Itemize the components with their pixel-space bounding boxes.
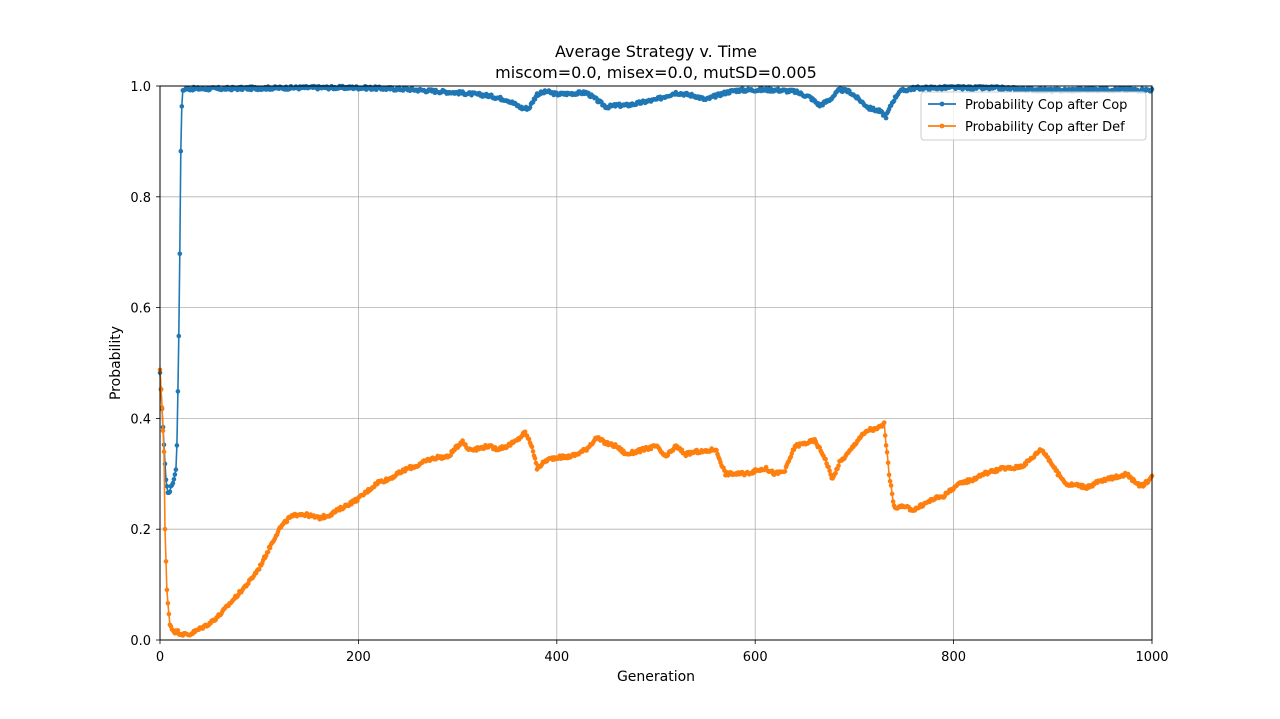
data-point	[890, 499, 896, 504]
data-point	[527, 105, 533, 110]
data-point	[256, 567, 262, 572]
plot-frame	[159, 85, 1153, 641]
legend: Probability Cop after Cop Probability Co…	[920, 91, 1147, 141]
x-axis-label: Generation	[617, 669, 695, 685]
data-point	[891, 98, 897, 104]
data-point	[173, 467, 179, 472]
data-point	[165, 600, 171, 606]
data-point	[171, 477, 177, 482]
data-point	[162, 526, 168, 532]
y-tick-label: 0.6	[130, 302, 151, 317]
legend-marker-cop-after-cop	[939, 101, 945, 107]
legend-label-cop-after-def: Probability Cop after Def	[965, 120, 1125, 135]
data-point	[823, 456, 828, 462]
legend-box	[920, 91, 1147, 141]
data-point	[888, 483, 894, 488]
data-point	[836, 463, 841, 469]
data-point	[265, 549, 271, 555]
x-tick-label: 400	[544, 650, 569, 665]
data-point	[833, 470, 838, 476]
data-point	[827, 468, 832, 474]
data-point	[167, 489, 173, 495]
data-point	[176, 333, 182, 339]
data-point	[177, 251, 183, 257]
data-point	[530, 449, 536, 454]
data-point	[526, 436, 532, 442]
legend-entry-cop-after-cop: Probability Cop after Cop	[928, 98, 1127, 113]
x-tick-label: 600	[743, 650, 768, 665]
legend-marker-cop-after-def	[939, 123, 945, 129]
data-point	[170, 480, 176, 486]
y-axis-label: Probability	[108, 326, 124, 400]
x-tick-label: 0	[156, 650, 164, 665]
chart-title: Average Strategy v. Time	[555, 42, 757, 61]
legend-entry-cop-after-def: Probability Cop after Def	[928, 120, 1125, 135]
data-point	[175, 389, 181, 394]
x-tick-label: 800	[941, 650, 966, 665]
data-point	[882, 433, 888, 438]
data-point	[164, 587, 170, 593]
data-point	[178, 148, 184, 154]
data-point	[160, 428, 166, 434]
data-point	[714, 447, 719, 453]
data-point	[529, 444, 535, 450]
data-point	[886, 472, 892, 478]
data-point	[158, 387, 164, 393]
series-cop-after-def	[157, 367, 1155, 638]
data-point	[887, 479, 893, 484]
data-point	[163, 559, 169, 564]
data-point	[164, 484, 170, 489]
data-point	[826, 464, 831, 470]
legend-label-cop-after-cop: Probability Cop after Cop	[965, 98, 1127, 113]
y-tick-label: 0.8	[130, 191, 151, 206]
data-point	[284, 519, 290, 524]
data-point	[267, 545, 273, 551]
series-layer	[157, 83, 1155, 638]
chart-subtitle: miscom=0.0, misex=0.0, mutSD=0.005	[495, 63, 817, 82]
y-tick-label: 0.2	[130, 523, 151, 538]
data-point	[889, 491, 895, 497]
data-point	[884, 450, 890, 455]
data-point	[789, 451, 795, 456]
data-point	[883, 115, 889, 121]
data-point	[174, 443, 180, 448]
data-point	[161, 449, 167, 455]
data-point	[172, 472, 178, 477]
data-point	[885, 460, 891, 466]
x-tick-label: 200	[346, 650, 371, 665]
data-point	[179, 104, 185, 109]
data-point	[532, 456, 538, 461]
data-point	[881, 420, 887, 425]
y-tick-label: 0.4	[130, 412, 151, 427]
y-tick-label: 0.0	[130, 634, 151, 649]
data-point	[883, 443, 889, 448]
data-point	[782, 469, 788, 474]
data-point	[166, 611, 172, 617]
ticks: 0 200 400 600 800 1000 0.0 0.2 0.4 0.6 0.8 1.0	[130, 80, 1168, 665]
y-tick-label: 1.0	[130, 80, 151, 95]
data-point	[175, 628, 181, 633]
data-point	[159, 405, 165, 410]
x-tick-label: 1000	[1135, 650, 1168, 665]
